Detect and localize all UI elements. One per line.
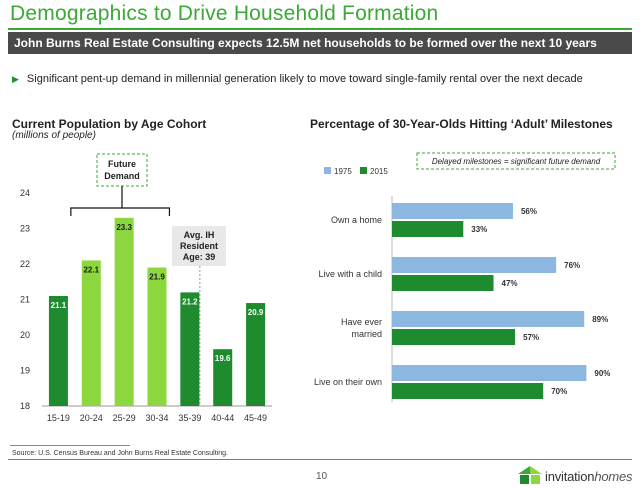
category-label: Live with a child bbox=[318, 269, 382, 279]
x-tick-label: 20-24 bbox=[80, 413, 103, 423]
milestone-data-label: 47% bbox=[502, 279, 518, 288]
milestone-data-label: 90% bbox=[594, 369, 610, 378]
triangle-bullet-icon: ▶ bbox=[12, 74, 19, 84]
population-bar bbox=[147, 267, 167, 406]
milestone-data-label: 56% bbox=[521, 207, 537, 216]
y-tick-label: 22 bbox=[20, 259, 30, 269]
milestone-data-label: 76% bbox=[564, 261, 580, 270]
left-chart-title: Current Population by Age Cohort bbox=[12, 117, 207, 131]
milestone-data-label: 57% bbox=[523, 333, 539, 342]
population-bar bbox=[81, 260, 101, 406]
y-tick-label: 21 bbox=[20, 295, 30, 305]
bar-data-label: 21.2 bbox=[182, 297, 198, 306]
y-tick-label: 23 bbox=[20, 224, 30, 234]
milestone-bar bbox=[392, 365, 587, 381]
left-chart-subtitle: (millions of people) bbox=[12, 130, 96, 141]
avg-age-label: Avg. IH bbox=[184, 230, 215, 240]
population-bar bbox=[180, 292, 200, 406]
milestone-bar bbox=[392, 221, 464, 237]
future-demand-label: Demand bbox=[104, 171, 140, 181]
avg-age-label: Age: 39 bbox=[183, 252, 216, 262]
footer-divider bbox=[10, 445, 130, 446]
milestone-annotation-text: Delayed milestones = significant future … bbox=[432, 157, 601, 166]
milestone-annotation-box bbox=[416, 152, 616, 170]
milestones-bar-chart: Delayed milestones = significant future … bbox=[314, 152, 616, 402]
milestone-bar bbox=[392, 383, 544, 399]
bottom-divider bbox=[8, 459, 632, 460]
subtitle-banner: John Burns Real Estate Consulting expect… bbox=[8, 32, 632, 54]
category-label: married bbox=[351, 329, 382, 339]
milestone-bar bbox=[392, 257, 557, 273]
logo-text-a: invitation bbox=[545, 469, 595, 484]
bar-data-label: 20.9 bbox=[248, 308, 264, 317]
milestone-data-label: 89% bbox=[592, 315, 608, 324]
milestone-bar bbox=[392, 329, 516, 345]
future-demand-bracket bbox=[70, 207, 171, 216]
future-demand-label: Future bbox=[108, 159, 136, 169]
legend-swatch bbox=[360, 167, 367, 174]
population-bar bbox=[246, 303, 266, 406]
category-label: Have ever bbox=[341, 317, 382, 327]
bar-data-label: 21.9 bbox=[149, 273, 165, 282]
logo-wordmark: invitationhomes bbox=[545, 469, 633, 484]
title-divider bbox=[8, 28, 632, 30]
bar-data-label: 19.6 bbox=[215, 354, 231, 363]
milestone-bar bbox=[392, 311, 585, 327]
category-label: Own a home bbox=[331, 215, 382, 225]
x-tick-label: 40-44 bbox=[211, 413, 234, 423]
population-bar bbox=[48, 295, 68, 406]
population-bar bbox=[114, 217, 134, 406]
y-tick-label: 19 bbox=[20, 366, 30, 376]
bullet-point: ▶ Significant pent-up demand in millennia… bbox=[12, 73, 583, 85]
category-label: Live on their own bbox=[314, 377, 382, 387]
y-tick-label: 24 bbox=[20, 188, 30, 198]
y-tick-label: 18 bbox=[20, 401, 30, 411]
legend-label: 1975 bbox=[334, 167, 352, 176]
milestone-bar bbox=[392, 203, 513, 219]
x-tick-label: 35-39 bbox=[178, 413, 201, 423]
bullet-text: Significant pent-up demand in millennial… bbox=[26, 73, 583, 85]
page-number: 10 bbox=[316, 471, 328, 482]
milestone-bar bbox=[392, 275, 494, 291]
x-tick-label: 25-29 bbox=[113, 413, 136, 423]
legend-swatch bbox=[324, 167, 331, 174]
page-title: Demographics to Drive Household Formatio… bbox=[10, 2, 439, 25]
avg-age-label: Resident bbox=[180, 241, 218, 251]
y-tick-label: 20 bbox=[20, 330, 30, 340]
logo-text-b: homes bbox=[594, 469, 633, 484]
bar-data-label: 22.1 bbox=[83, 265, 99, 274]
milestone-data-label: 70% bbox=[551, 387, 567, 396]
invitation-homes-logo bbox=[518, 466, 542, 484]
x-tick-label: 45-49 bbox=[244, 413, 267, 423]
bar-data-label: 21.1 bbox=[51, 301, 67, 310]
x-tick-label: 15-19 bbox=[47, 413, 70, 423]
right-chart-title: Percentage of 30-Year-Olds Hitting ‘Adul… bbox=[310, 117, 613, 131]
x-tick-label: 30-34 bbox=[145, 413, 168, 423]
population-bar bbox=[213, 349, 233, 406]
avg-age-box bbox=[172, 226, 226, 266]
milestone-data-label: 33% bbox=[471, 225, 487, 234]
population-bar-chart: 18 19 20 21 22 23 24 21.1 15-19 22.1 20-24 23.3 25-2… bbox=[20, 153, 272, 423]
source-note: Source: U.S. Census Bureau and John Burn… bbox=[12, 450, 228, 457]
bar-data-label: 23.3 bbox=[116, 223, 132, 232]
legend-label: 2015 bbox=[370, 167, 388, 176]
